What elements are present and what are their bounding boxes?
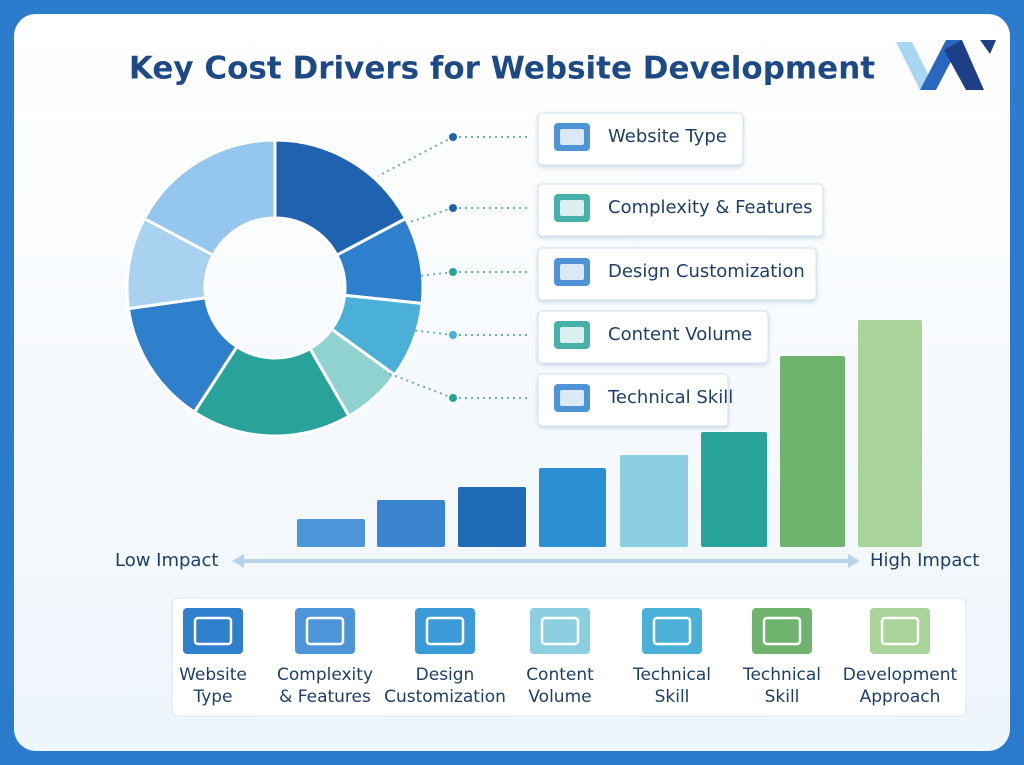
- card-label: Complexity: [277, 665, 373, 685]
- legend-label: Technical Skill: [607, 387, 733, 408]
- card-label: Volume: [528, 687, 591, 707]
- card-label: Type: [192, 687, 232, 707]
- bar: [377, 500, 445, 547]
- card-label: Skill: [655, 687, 690, 707]
- card-icon-inner: [880, 616, 920, 646]
- logo: [896, 40, 996, 90]
- card-label: Design: [416, 665, 475, 685]
- legend: Website Type Complexity & Features Design …: [377, 112, 824, 427]
- legend-box: [537, 310, 769, 364]
- card-icon: [530, 608, 590, 654]
- bar: [458, 487, 526, 547]
- bar: [620, 455, 688, 547]
- arrow-left: [232, 554, 244, 568]
- impact-bars: [297, 320, 922, 547]
- card-icon-inner: [540, 616, 580, 646]
- legend-label: Content Volume: [608, 324, 752, 345]
- card-label: Development: [843, 665, 958, 685]
- card-icon: [295, 608, 355, 654]
- card-icon: [415, 608, 475, 654]
- low-label: Low Impact: [115, 550, 218, 571]
- legend-label: Website Type: [608, 126, 727, 147]
- title: Key Cost Drivers for Website Development: [129, 51, 875, 87]
- card-icon-inner: [425, 616, 465, 646]
- legend-icon-inner: [560, 327, 584, 343]
- legend-icon-inner: [560, 390, 584, 406]
- card-label: Customization: [384, 687, 506, 707]
- connector-dot: [449, 204, 457, 212]
- donut: [125, 138, 425, 438]
- card-label: & Features: [279, 687, 371, 707]
- card-label: Technical: [742, 665, 821, 685]
- legend-icon-inner: [560, 129, 584, 145]
- bar: [539, 468, 606, 547]
- bar: [701, 432, 767, 547]
- bar: [297, 519, 365, 547]
- donut-segment: [273, 138, 408, 258]
- bar: [858, 320, 922, 547]
- connector-dot: [449, 331, 457, 339]
- legend-label: Design Customization: [608, 261, 805, 282]
- connector: [384, 371, 454, 399]
- card-label: Technical: [632, 665, 711, 685]
- legend-box: [537, 183, 824, 237]
- card-icon-inner: [652, 616, 692, 646]
- donut-segment: [192, 344, 352, 438]
- connector-dot: [449, 133, 457, 141]
- card-label: Approach: [860, 687, 941, 707]
- card-label: Content: [526, 665, 594, 685]
- legend-icon-inner: [560, 264, 584, 280]
- connector-dot: [449, 394, 457, 402]
- high-label: High Impact: [870, 550, 979, 571]
- card-label: Website: [179, 665, 247, 685]
- card-icon-inner: [305, 616, 345, 646]
- legend-box: [537, 247, 817, 301]
- arrow-right: [848, 554, 860, 568]
- card-icon: [870, 608, 930, 654]
- card-icon: [752, 608, 812, 654]
- donut-segment: [142, 138, 277, 258]
- bar: [780, 356, 845, 547]
- connector: [409, 329, 454, 336]
- connector: [377, 136, 454, 177]
- legend-icon-inner: [560, 200, 584, 216]
- card-icon-inner: [193, 616, 233, 646]
- card-label: Skill: [765, 687, 800, 707]
- impact-scale: Low Impact High Impact: [115, 550, 979, 571]
- connector: [409, 207, 454, 223]
- connector-dot: [449, 268, 457, 276]
- card-icon: [642, 608, 702, 654]
- card-icon-inner: [762, 616, 802, 646]
- legend-label: Complexity & Features: [608, 197, 813, 218]
- card-icon: [183, 608, 243, 654]
